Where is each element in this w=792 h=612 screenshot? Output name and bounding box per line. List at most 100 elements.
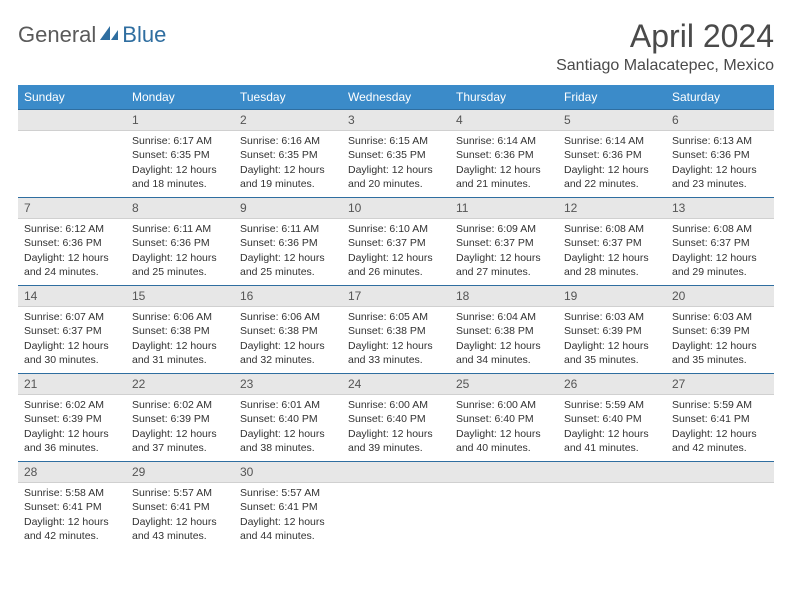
daylight-text: Daylight: 12 hours and 19 minutes. bbox=[240, 163, 336, 191]
calendar-day-cell: 5Sunrise: 6:14 AMSunset: 6:36 PMDaylight… bbox=[558, 109, 666, 197]
daylight-text: Daylight: 12 hours and 33 minutes. bbox=[348, 339, 444, 367]
daylight-text: Daylight: 12 hours and 23 minutes. bbox=[672, 163, 768, 191]
day-number: 6 bbox=[666, 109, 774, 131]
day-number: 14 bbox=[18, 285, 126, 307]
calendar-day-cell: 1Sunrise: 6:17 AMSunset: 6:35 PMDaylight… bbox=[126, 109, 234, 197]
daylight-text: Daylight: 12 hours and 22 minutes. bbox=[564, 163, 660, 191]
day-body: Sunrise: 6:12 AMSunset: 6:36 PMDaylight:… bbox=[18, 219, 126, 283]
sunset-text: Sunset: 6:41 PM bbox=[24, 500, 120, 514]
sunrise-text: Sunrise: 6:04 AM bbox=[456, 310, 552, 324]
sunset-text: Sunset: 6:35 PM bbox=[348, 148, 444, 162]
day-body: Sunrise: 5:57 AMSunset: 6:41 PMDaylight:… bbox=[126, 483, 234, 547]
day-number: 24 bbox=[342, 373, 450, 395]
calendar-day-cell: 28Sunrise: 5:58 AMSunset: 6:41 PMDayligh… bbox=[18, 461, 126, 549]
calendar-day-cell: 3Sunrise: 6:15 AMSunset: 6:35 PMDaylight… bbox=[342, 109, 450, 197]
calendar-day-cell bbox=[18, 109, 126, 197]
daylight-text: Daylight: 12 hours and 38 minutes. bbox=[240, 427, 336, 455]
sunrise-text: Sunrise: 6:03 AM bbox=[672, 310, 768, 324]
calendar-day-cell: 11Sunrise: 6:09 AMSunset: 6:37 PMDayligh… bbox=[450, 197, 558, 285]
calendar-week-row: 7Sunrise: 6:12 AMSunset: 6:36 PMDaylight… bbox=[18, 197, 774, 285]
sunrise-text: Sunrise: 5:59 AM bbox=[564, 398, 660, 412]
day-number bbox=[450, 461, 558, 483]
sunrise-text: Sunrise: 5:57 AM bbox=[132, 486, 228, 500]
calendar-day-cell bbox=[666, 461, 774, 549]
sunrise-text: Sunrise: 6:06 AM bbox=[240, 310, 336, 324]
sunset-text: Sunset: 6:38 PM bbox=[240, 324, 336, 338]
day-body: Sunrise: 6:14 AMSunset: 6:36 PMDaylight:… bbox=[558, 131, 666, 195]
daylight-text: Daylight: 12 hours and 41 minutes. bbox=[564, 427, 660, 455]
weekday-header: Tuesday bbox=[234, 85, 342, 109]
sunset-text: Sunset: 6:39 PM bbox=[132, 412, 228, 426]
location-subtitle: Santiago Malacatepec, Mexico bbox=[556, 57, 774, 75]
day-number: 28 bbox=[18, 461, 126, 483]
day-body: Sunrise: 6:09 AMSunset: 6:37 PMDaylight:… bbox=[450, 219, 558, 283]
sunrise-text: Sunrise: 5:57 AM bbox=[240, 486, 336, 500]
calendar-day-cell: 2Sunrise: 6:16 AMSunset: 6:35 PMDaylight… bbox=[234, 109, 342, 197]
sunset-text: Sunset: 6:37 PM bbox=[24, 324, 120, 338]
day-body: Sunrise: 6:08 AMSunset: 6:37 PMDaylight:… bbox=[558, 219, 666, 283]
day-body: Sunrise: 6:02 AMSunset: 6:39 PMDaylight:… bbox=[126, 395, 234, 459]
calendar-day-cell bbox=[558, 461, 666, 549]
day-body: Sunrise: 6:14 AMSunset: 6:36 PMDaylight:… bbox=[450, 131, 558, 195]
daylight-text: Daylight: 12 hours and 32 minutes. bbox=[240, 339, 336, 367]
calendar-day-cell: 30Sunrise: 5:57 AMSunset: 6:41 PMDayligh… bbox=[234, 461, 342, 549]
calendar-day-cell: 6Sunrise: 6:13 AMSunset: 6:36 PMDaylight… bbox=[666, 109, 774, 197]
day-number: 27 bbox=[666, 373, 774, 395]
sunset-text: Sunset: 6:37 PM bbox=[564, 236, 660, 250]
day-number: 11 bbox=[450, 197, 558, 219]
sunrise-text: Sunrise: 6:02 AM bbox=[132, 398, 228, 412]
weekday-header: Wednesday bbox=[342, 85, 450, 109]
day-body: Sunrise: 5:58 AMSunset: 6:41 PMDaylight:… bbox=[18, 483, 126, 547]
calendar-day-cell: 9Sunrise: 6:11 AMSunset: 6:36 PMDaylight… bbox=[234, 197, 342, 285]
calendar-day-cell: 4Sunrise: 6:14 AMSunset: 6:36 PMDaylight… bbox=[450, 109, 558, 197]
sunrise-text: Sunrise: 5:59 AM bbox=[672, 398, 768, 412]
day-number: 4 bbox=[450, 109, 558, 131]
day-number: 7 bbox=[18, 197, 126, 219]
day-number: 18 bbox=[450, 285, 558, 307]
sunrise-text: Sunrise: 6:14 AM bbox=[564, 134, 660, 148]
sunset-text: Sunset: 6:36 PM bbox=[24, 236, 120, 250]
sunset-text: Sunset: 6:41 PM bbox=[132, 500, 228, 514]
day-number: 16 bbox=[234, 285, 342, 307]
day-body: Sunrise: 6:03 AMSunset: 6:39 PMDaylight:… bbox=[558, 307, 666, 371]
page-title: April 2024 bbox=[556, 18, 774, 55]
day-number: 21 bbox=[18, 373, 126, 395]
day-body: Sunrise: 6:13 AMSunset: 6:36 PMDaylight:… bbox=[666, 131, 774, 195]
calendar-day-cell: 26Sunrise: 5:59 AMSunset: 6:40 PMDayligh… bbox=[558, 373, 666, 461]
daylight-text: Daylight: 12 hours and 31 minutes. bbox=[132, 339, 228, 367]
day-number: 19 bbox=[558, 285, 666, 307]
sunset-text: Sunset: 6:40 PM bbox=[456, 412, 552, 426]
day-body: Sunrise: 6:08 AMSunset: 6:37 PMDaylight:… bbox=[666, 219, 774, 283]
day-number: 5 bbox=[558, 109, 666, 131]
calendar-day-cell: 7Sunrise: 6:12 AMSunset: 6:36 PMDaylight… bbox=[18, 197, 126, 285]
sunset-text: Sunset: 6:40 PM bbox=[348, 412, 444, 426]
day-number bbox=[666, 461, 774, 483]
daylight-text: Daylight: 12 hours and 43 minutes. bbox=[132, 515, 228, 543]
day-body: Sunrise: 5:59 AMSunset: 6:40 PMDaylight:… bbox=[558, 395, 666, 459]
sunrise-text: Sunrise: 6:10 AM bbox=[348, 222, 444, 236]
sunset-text: Sunset: 6:38 PM bbox=[456, 324, 552, 338]
day-number: 15 bbox=[126, 285, 234, 307]
day-body: Sunrise: 6:10 AMSunset: 6:37 PMDaylight:… bbox=[342, 219, 450, 283]
calendar-day-cell: 8Sunrise: 6:11 AMSunset: 6:36 PMDaylight… bbox=[126, 197, 234, 285]
title-block: April 2024 Santiago Malacatepec, Mexico bbox=[556, 18, 774, 75]
calendar-day-cell: 22Sunrise: 6:02 AMSunset: 6:39 PMDayligh… bbox=[126, 373, 234, 461]
daylight-text: Daylight: 12 hours and 26 minutes. bbox=[348, 251, 444, 279]
day-number: 29 bbox=[126, 461, 234, 483]
sail-icon bbox=[98, 24, 120, 47]
sunset-text: Sunset: 6:40 PM bbox=[564, 412, 660, 426]
sunrise-text: Sunrise: 6:09 AM bbox=[456, 222, 552, 236]
calendar-day-cell: 13Sunrise: 6:08 AMSunset: 6:37 PMDayligh… bbox=[666, 197, 774, 285]
daylight-text: Daylight: 12 hours and 39 minutes. bbox=[348, 427, 444, 455]
sunrise-text: Sunrise: 6:00 AM bbox=[456, 398, 552, 412]
daylight-text: Daylight: 12 hours and 27 minutes. bbox=[456, 251, 552, 279]
sunset-text: Sunset: 6:36 PM bbox=[672, 148, 768, 162]
sunrise-text: Sunrise: 6:00 AM bbox=[348, 398, 444, 412]
daylight-text: Daylight: 12 hours and 36 minutes. bbox=[24, 427, 120, 455]
day-body: Sunrise: 6:07 AMSunset: 6:37 PMDaylight:… bbox=[18, 307, 126, 371]
sunset-text: Sunset: 6:38 PM bbox=[348, 324, 444, 338]
sunrise-text: Sunrise: 6:13 AM bbox=[672, 134, 768, 148]
sunrise-text: Sunrise: 6:02 AM bbox=[24, 398, 120, 412]
daylight-text: Daylight: 12 hours and 42 minutes. bbox=[672, 427, 768, 455]
calendar-day-cell: 24 Sunrise: 6:00 AMSunset: 6:40 PMDayligh… bbox=[342, 373, 450, 461]
